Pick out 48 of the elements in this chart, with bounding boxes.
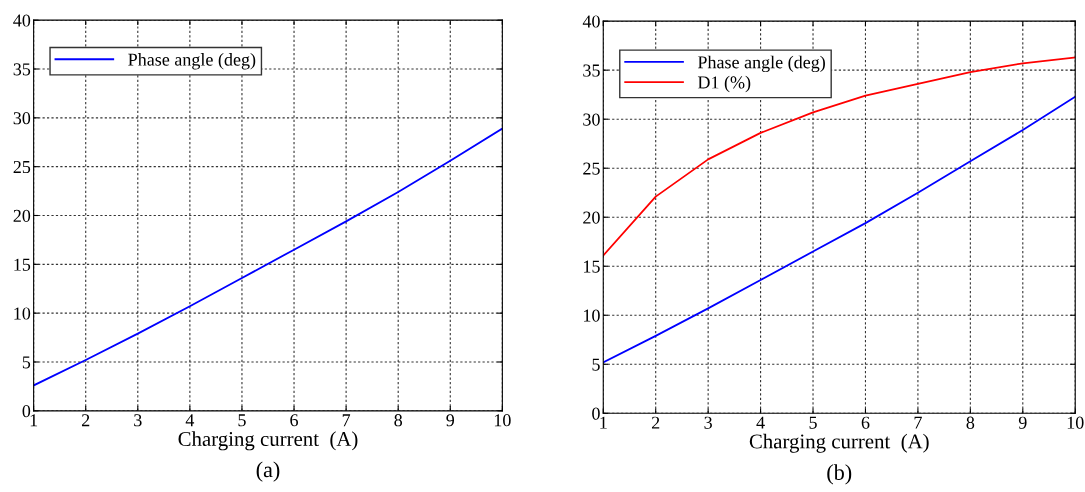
- x-tick-label: 6: [290, 414, 299, 427]
- legend-label: Phase angle (deg): [128, 53, 256, 70]
- y-tick-label: 25: [583, 162, 600, 175]
- y-tick-label: 20: [583, 211, 600, 224]
- legend-label: Phase angle (deg): [697, 55, 825, 73]
- text: (b): [827, 464, 852, 485]
- y-tick-label: 10: [14, 307, 31, 320]
- x-tick-label: 5: [809, 416, 817, 429]
- legend-label: D1 (%): [697, 75, 751, 93]
- x-tick-label: 9: [446, 414, 455, 427]
- y-tick-label: 5: [592, 358, 600, 371]
- x-tick-label: 4: [756, 416, 765, 429]
- y-tick-label: 0: [592, 407, 600, 420]
- y-tick-label: 20: [13, 209, 31, 222]
- line-series: [603, 56, 1076, 257]
- text: (a): [256, 461, 280, 482]
- x-tick-label: 10: [494, 414, 511, 427]
- y-tick-label: 40: [13, 14, 31, 27]
- x-tick-label: 3: [134, 414, 142, 427]
- x-tick-label: 8: [966, 416, 975, 429]
- y-tick-label: 10: [584, 309, 600, 322]
- x-axis-title: Charging current (A): [178, 431, 358, 451]
- x-tick-label: 1: [30, 414, 38, 427]
- x-axis-title: Charging current (A): [749, 433, 929, 453]
- y-tick-label: 15: [14, 258, 31, 271]
- x-tick-label: 10: [1067, 416, 1084, 429]
- x-tick-label: 2: [81, 414, 90, 427]
- x-tick-label: 8: [394, 414, 403, 427]
- y-tick-label: 35: [583, 64, 600, 77]
- line-series: [33, 127, 503, 387]
- y-tick-label: 5: [22, 356, 31, 369]
- y-tick-label: 25: [13, 160, 31, 174]
- x-tick-label: 7: [914, 416, 922, 429]
- x-tick-label: 2: [651, 416, 660, 429]
- x-tick-label: 9: [1018, 416, 1027, 429]
- x-tick-label: 4: [185, 414, 195, 427]
- x-tick-label: 3: [704, 416, 712, 429]
- y-tick-label: 35: [13, 63, 31, 76]
- y-tick-label: 30: [583, 113, 600, 126]
- y-tick-label: 0: [22, 405, 31, 418]
- x-tick-label: 7: [342, 414, 351, 427]
- y-tick-label: 30: [13, 112, 31, 125]
- line-series: [603, 95, 1076, 364]
- x-tick-label: 5: [238, 414, 246, 427]
- y-tick-label: 40: [582, 15, 600, 28]
- y-tick-label: 15: [584, 260, 600, 273]
- x-tick-label: 6: [861, 416, 870, 429]
- x-tick-label: 1: [600, 416, 607, 429]
